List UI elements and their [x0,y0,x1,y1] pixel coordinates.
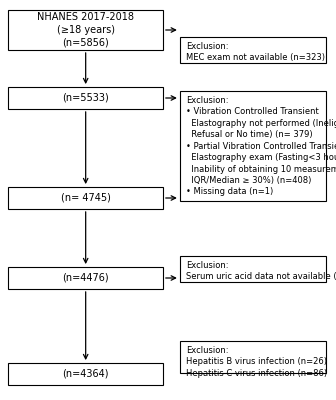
Text: Exclusion:
Serum uric acid data not available (n=269): Exclusion: Serum uric acid data not avai… [186,261,336,282]
Bar [180,91,326,201]
Text: (n=4476): (n=4476) [62,273,109,283]
Text: Exclusion:
• Vibration Controlled Transient
  Elastography not performed (Inelig: Exclusion: • Vibration Controlled Transi… [186,96,336,196]
Bar [8,267,163,289]
Bar [180,37,326,63]
Text: Exclusion:
MEC exam not available (n=323): Exclusion: MEC exam not available (n=323… [186,42,325,62]
Text: (n= 4745): (n= 4745) [61,193,111,203]
Bar [180,341,326,373]
Bar [8,187,163,209]
Text: Exclusion:
Hepatitis B virus infection (n=26)
Hepatitis C virus infection (n=86): Exclusion: Hepatitis B virus infection (… [186,346,327,378]
Text: NHANES 2017-2018
(≥18 years)
(n=5856): NHANES 2017-2018 (≥18 years) (n=5856) [37,12,134,48]
Bar [8,87,163,109]
Bar [180,256,326,282]
Text: (n=4364): (n=4364) [62,369,109,379]
Bar [8,10,163,50]
Text: (n=5533): (n=5533) [62,93,109,103]
Bar [8,363,163,385]
